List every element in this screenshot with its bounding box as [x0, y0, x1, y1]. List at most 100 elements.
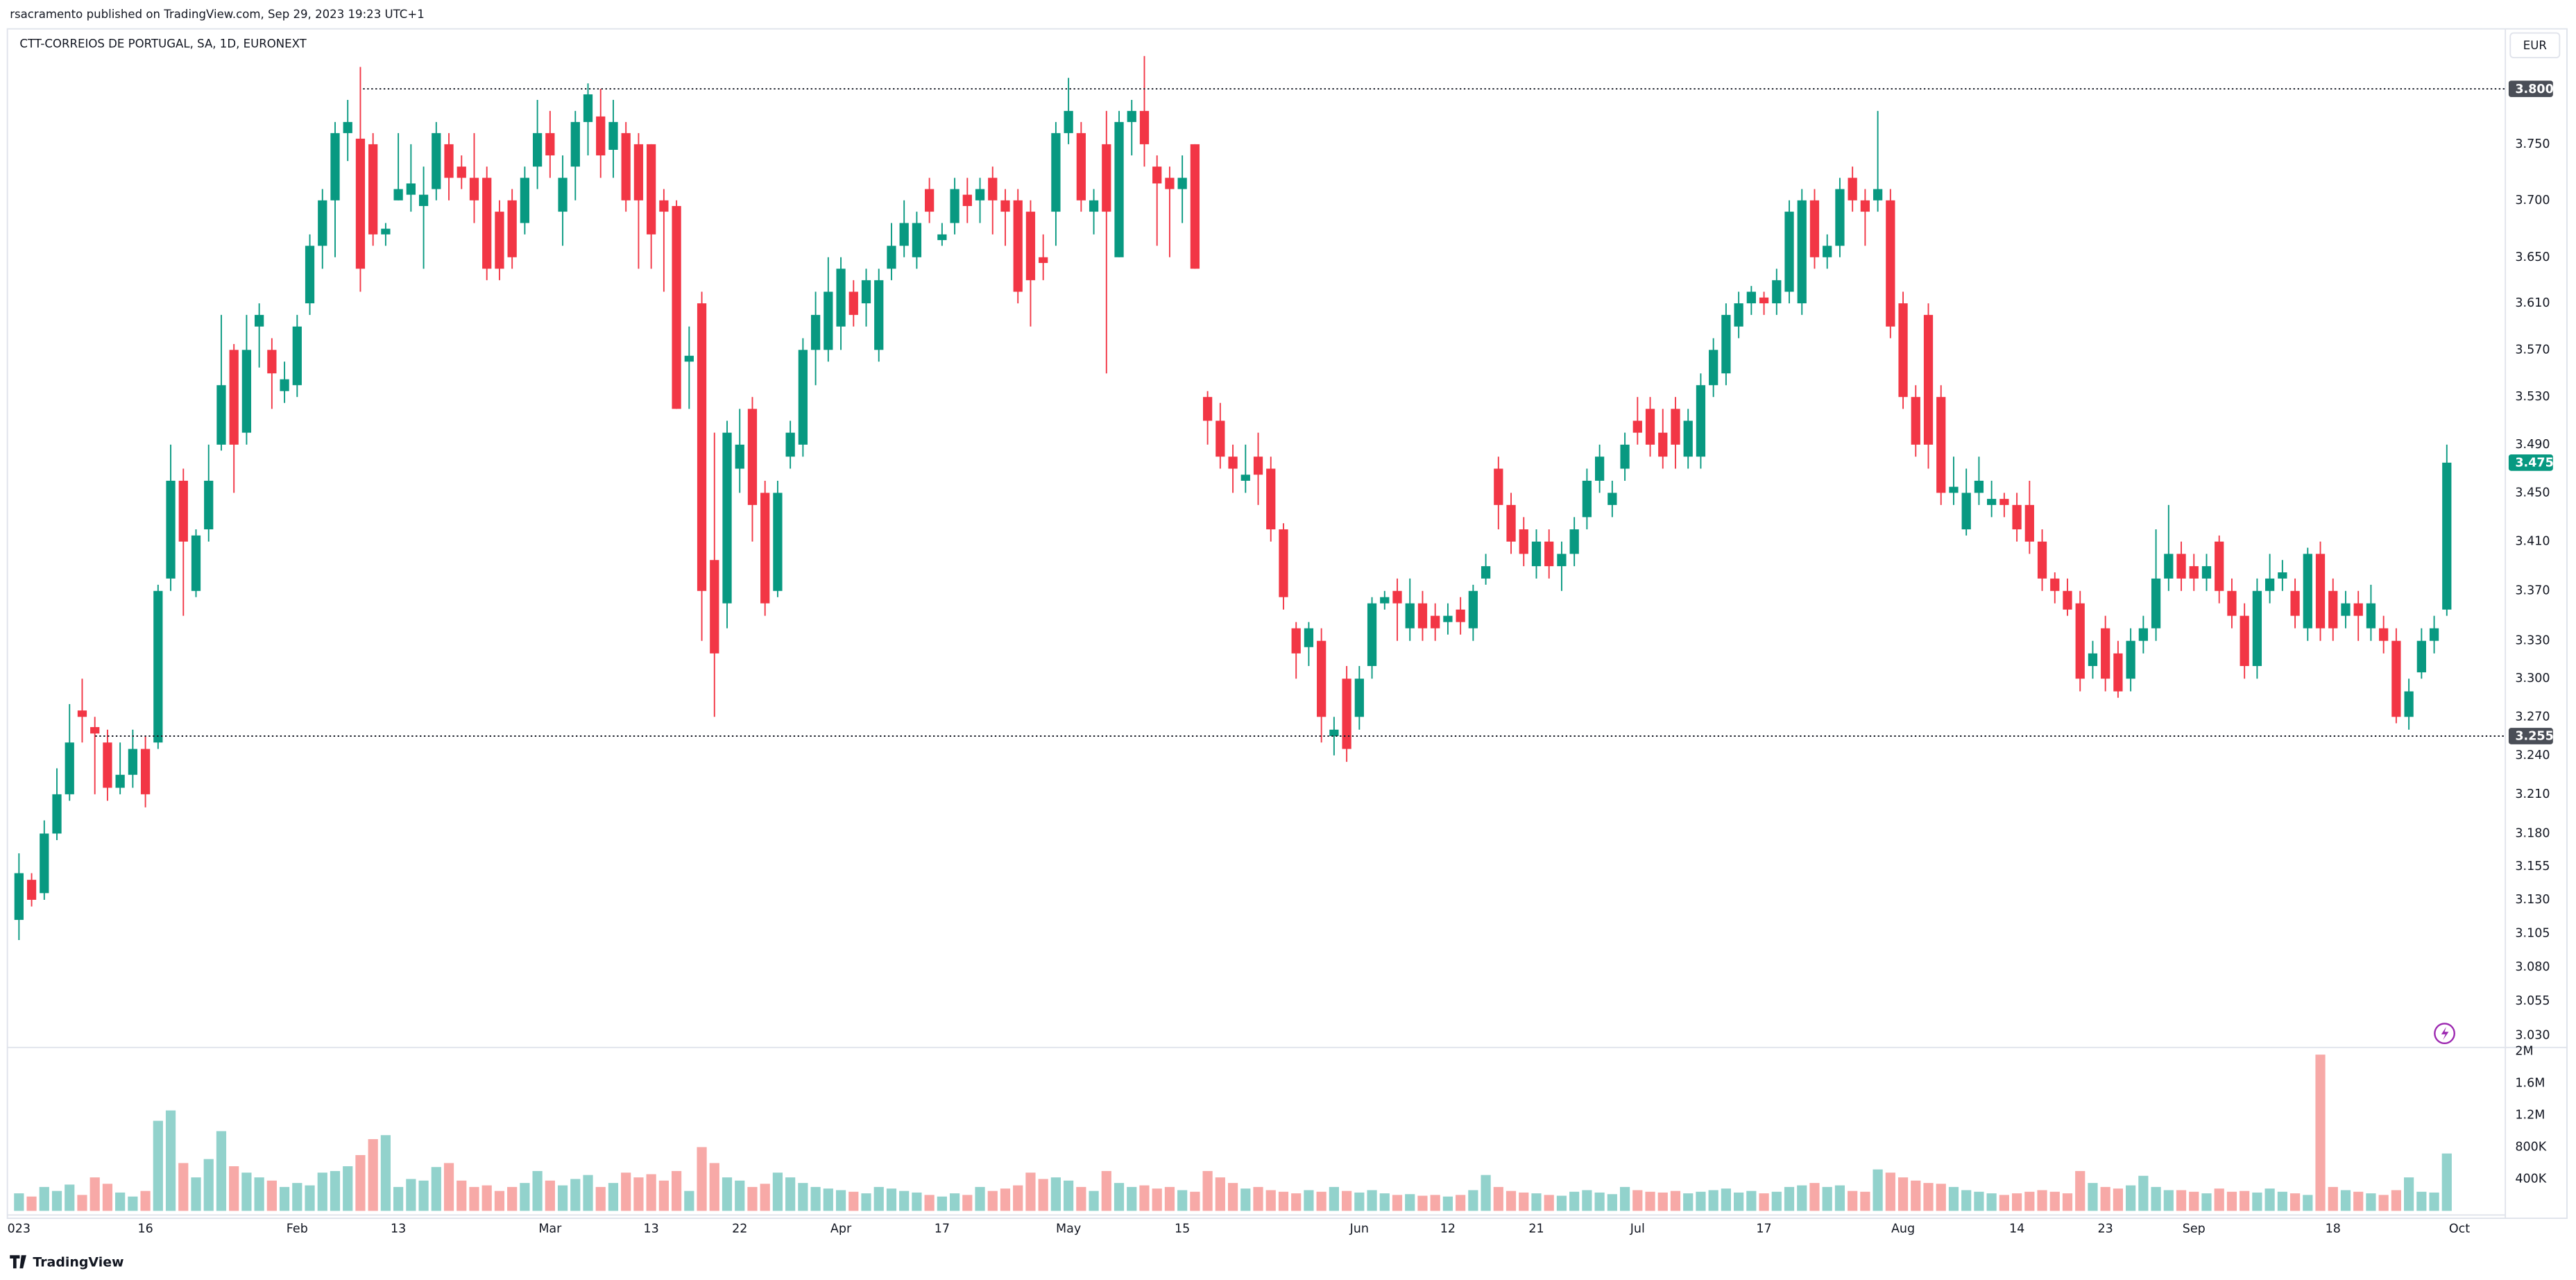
candle-body — [2328, 590, 2338, 629]
candle-body — [77, 710, 87, 717]
candle-body — [1645, 409, 1655, 445]
candle-body — [735, 444, 744, 469]
candle-body — [2252, 590, 2262, 667]
volume-bar — [1038, 1179, 1048, 1211]
candle-body — [545, 133, 555, 156]
volume-bar — [520, 1183, 530, 1211]
candle-body — [178, 480, 188, 542]
candle-body — [899, 223, 909, 246]
x-tick-label: 22 — [732, 1222, 747, 1236]
candle-body — [2303, 554, 2312, 629]
high-line-box — [2508, 80, 2553, 97]
volume-bar — [1025, 1172, 1036, 1211]
candle-body — [608, 121, 618, 150]
candle-body — [1240, 475, 1250, 481]
candle-body — [1772, 280, 1782, 304]
volume-bar — [772, 1172, 783, 1211]
volume-bar — [810, 1186, 821, 1211]
candle-body — [1658, 432, 1668, 457]
candle-body — [2264, 578, 2275, 591]
volume-bar — [1897, 1177, 1909, 1211]
candle-body — [1177, 178, 1187, 189]
volume-bar — [912, 1192, 922, 1211]
volume-bar — [1417, 1195, 1428, 1211]
volume-bar — [608, 1183, 619, 1211]
volume-bar — [1076, 1186, 1086, 1211]
y-tick-label: 3.410 — [2515, 535, 2550, 549]
candle-body — [937, 234, 947, 241]
x-tick-label: Aug — [1891, 1222, 1915, 1236]
volume-bar — [1544, 1195, 1554, 1211]
candle-body — [1329, 729, 1339, 736]
candle-body — [1923, 314, 1934, 445]
candle-body — [925, 189, 935, 212]
candle-body — [2101, 628, 2110, 679]
x-tick-label: 21 — [1528, 1222, 1544, 1236]
candle-body — [267, 350, 277, 374]
volume-bar — [2240, 1191, 2250, 1211]
candle-body — [40, 833, 49, 894]
volume-bar — [481, 1185, 492, 1211]
volume-bar — [229, 1166, 239, 1211]
candle-body — [1367, 603, 1377, 667]
candle-body — [355, 138, 366, 269]
candle-body — [292, 326, 302, 386]
volume-bar — [760, 1184, 770, 1211]
volume-bar — [709, 1163, 719, 1211]
candle-body — [1784, 212, 1794, 292]
volume-bar — [2176, 1190, 2187, 1211]
volume-tick-label: 800K — [2515, 1140, 2546, 1154]
candle-body — [1304, 628, 1314, 647]
candle-body — [1114, 121, 1124, 257]
candle-body — [166, 480, 176, 579]
volume-bar — [949, 1193, 960, 1211]
volume-bar — [2151, 1186, 2161, 1211]
events-icon-bolt — [2441, 1027, 2449, 1041]
candle-body — [2138, 628, 2148, 641]
volume-bar — [873, 1186, 884, 1211]
y-tick-label: 3.490 — [2515, 438, 2550, 452]
candle-body — [1734, 303, 1743, 327]
volume-bar — [2391, 1190, 2401, 1211]
volume-bar — [26, 1196, 37, 1211]
candle-body — [393, 189, 403, 200]
y-tick-label: 3.130 — [2515, 893, 2550, 907]
candle-body — [1531, 541, 1542, 567]
volume-bar — [2404, 1177, 2414, 1211]
y-tick-label: 3.080 — [2515, 960, 2550, 974]
volume-bar — [658, 1180, 669, 1211]
volume-bar — [633, 1177, 644, 1211]
volume-bar — [507, 1186, 518, 1211]
candle-body — [1544, 541, 1554, 567]
volume-bar — [1784, 1186, 1795, 1211]
volume-bar — [355, 1154, 366, 1211]
candle-body — [697, 303, 707, 591]
currency: EUR — [2523, 39, 2548, 52]
volume-bar — [1430, 1195, 1440, 1211]
volume-bar — [621, 1172, 631, 1211]
volume-bar — [1304, 1190, 1314, 1211]
y-tick-label: 3.530 — [2515, 390, 2550, 404]
x-tick-label: 14 — [2009, 1222, 2024, 1236]
candle-body — [1013, 200, 1023, 292]
candle-body — [1051, 133, 1061, 212]
x-tick-label: 023 — [8, 1222, 31, 1236]
candle-body — [1127, 110, 1136, 122]
candle-body — [241, 350, 252, 433]
volume-bar — [1190, 1191, 1200, 1211]
candle-body — [368, 144, 378, 234]
volume-bar — [1291, 1193, 1302, 1211]
volume-bar — [835, 1190, 846, 1211]
candle-body — [836, 268, 846, 327]
volume-bar — [266, 1180, 277, 1211]
volume-bar — [279, 1186, 290, 1211]
candle-body — [1569, 529, 1579, 554]
volume-bar — [545, 1180, 555, 1211]
volume-bar — [1696, 1191, 1706, 1211]
volume-bar — [2201, 1193, 2212, 1211]
candle-body — [887, 246, 896, 269]
volume-bar — [1202, 1170, 1213, 1211]
candle-body — [1797, 200, 1807, 304]
candle-body — [457, 167, 466, 178]
candle-body — [1291, 628, 1301, 654]
